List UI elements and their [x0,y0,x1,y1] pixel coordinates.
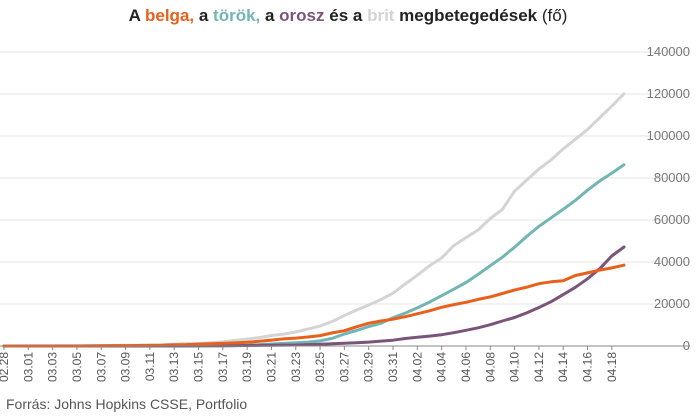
x-tick-label: 02.28 [0,352,11,382]
x-tick-label: 03.13 [167,352,181,382]
x-tick-label: 04.10 [508,352,522,382]
x-tick-label: 04.02 [410,352,424,382]
title-part: török, [213,6,261,25]
grid [0,51,690,305]
x-tick-label: 04.14 [556,352,570,382]
y-tick-label: 80000 [654,170,690,185]
x-tick-label: 04.18 [605,352,619,382]
x-tick-label: 04.04 [435,352,449,382]
title-part: és a [324,6,368,25]
title-part: megbetegedések [394,6,538,25]
x-tick-label: 03.23 [289,352,303,382]
y-axis-ticks: 020000400006000080000100000120000140000 [647,44,690,353]
x-tick-label: 03.19 [240,352,254,382]
title-part: brit [367,6,395,25]
y-tick-label: 20000 [654,296,690,311]
title-part: A [128,6,145,25]
x-tick-label: 03.07 [94,352,108,382]
x-tick-label: 03.05 [70,352,84,382]
x-tick-label: 03.03 [46,352,60,382]
source-note: Forrás: Johns Hopkins CSSE, Portfolio [6,396,248,412]
y-tick-label: 120000 [647,86,690,101]
title-part: orosz [279,6,325,25]
x-tick-label: 03.09 [119,352,133,382]
x-tick-label: 03.31 [386,352,400,382]
y-tick-label: 40000 [654,254,690,269]
x-tick-label: 03.29 [362,352,376,382]
series-line-belga [2,263,626,348]
title-part: belga, [145,6,195,25]
x-tick-label: 03.01 [21,352,35,382]
x-tick-label: 03.17 [216,352,230,382]
x-tick-label: 03.11 [143,352,157,381]
x-axis-ticks: 02.28 03.01 03.03 03.05 03.07 03.09 03.11 03.13… [0,346,619,382]
y-tick-label: 60000 [654,212,690,227]
x-tick-label: 03.25 [313,352,327,382]
title-unit: (fő) [537,6,568,25]
title-part: a [260,6,280,25]
x-tick-label: 04.08 [483,352,497,382]
x-tick-label: 03.21 [264,352,278,382]
title-part: a [194,6,214,25]
y-tick-label: 100000 [647,128,690,143]
x-tick-label: 04.12 [532,352,546,382]
series-line-török [2,163,626,348]
x-tick-label: 04.06 [459,352,473,382]
x-tick-label: 03.27 [337,352,351,382]
chart-title: A belga, a török, a orosz és a brit megb… [0,6,696,26]
x-tick-label: 03.15 [192,352,206,382]
y-tick-label: 140000 [647,44,690,59]
x-tick-label: 04.16 [581,352,595,382]
